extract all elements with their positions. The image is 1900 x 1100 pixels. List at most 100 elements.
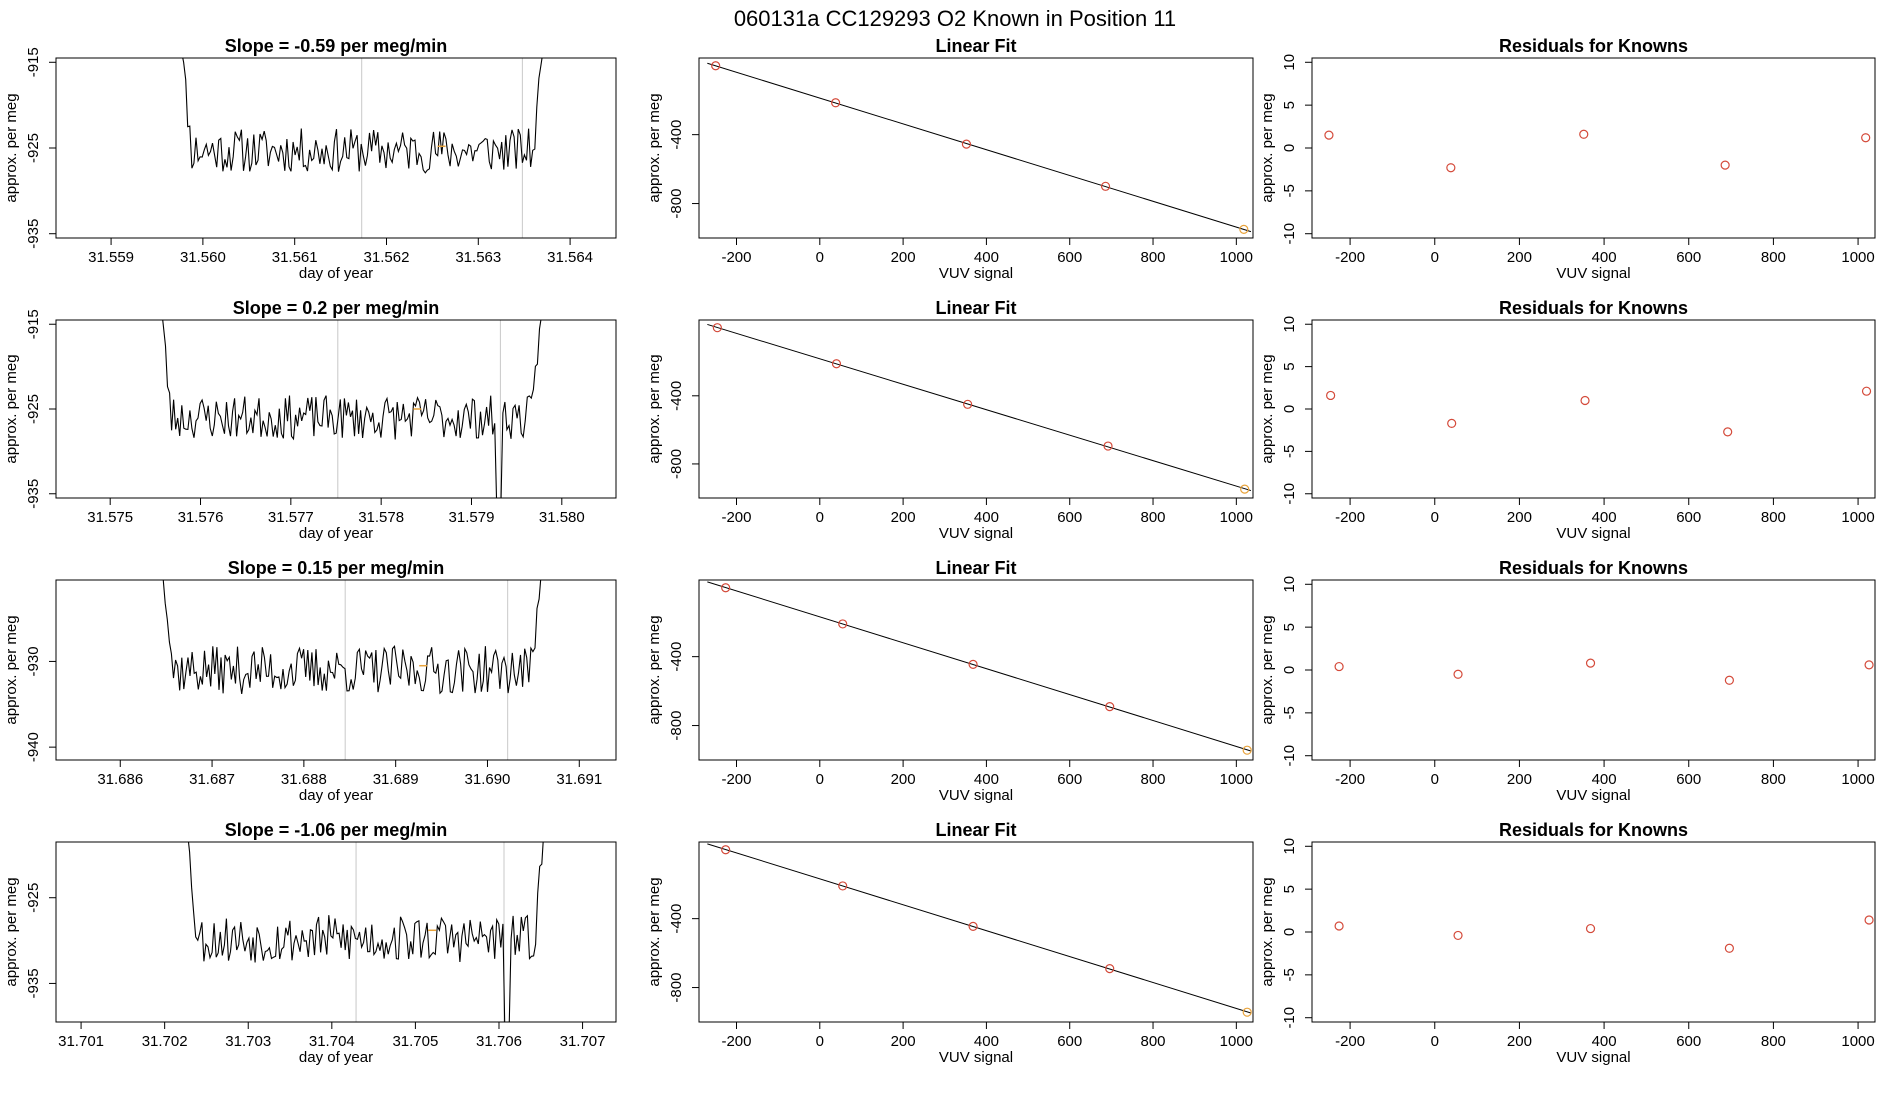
x-tick-label: 0 [1431,771,1439,788]
fit-point [968,659,978,670]
x-tick-label: -200 [721,509,751,526]
x-tick-label: 31.702 [142,1033,188,1050]
residual-point [1324,130,1334,140]
x-tick-label: 1000 [1220,1033,1253,1050]
x-tick-label: 31.580 [539,509,585,526]
x-tick-label: -200 [1335,1033,1365,1050]
x-tick-label: 31.578 [358,509,404,526]
x-axis-label: VUV signal [1556,525,1630,542]
x-tick-label: 400 [1592,771,1617,788]
plot-area [707,323,1252,494]
y-tick-label: 0 [1281,405,1298,413]
panel-timeseries-row1: Slope = -0.59 per meg/min 31.559 31.560 31.… [3,36,617,282]
x-tick-label: 400 [1592,249,1617,266]
x-axis-label: day of year [299,525,373,542]
panel-residual-row1: Residuals for Knowns-200 0 200 400 600 800 100… [1259,36,1876,282]
plot-area [707,843,1252,1017]
series-line [162,580,542,695]
x-tick-label: 31.687 [189,771,235,788]
residual-point [1864,915,1874,925]
panel-title: Residuals for Knowns [1499,298,1688,318]
x-tick-label: 200 [1507,771,1532,788]
panel-residual-row3: Residuals for Knowns-200 0 200 400 600 800 100… [1259,558,1876,804]
x-tick-label: 31.703 [225,1033,271,1050]
fit-point [1242,1007,1252,1017]
y-axis-label: approx. per meg [3,354,20,463]
fit-point [838,619,848,629]
panel-residual-row2: Residuals for Knowns-200 0 200 400 600 800 100… [1259,298,1876,542]
x-tick-label: -200 [721,771,751,788]
fit-point [1240,484,1250,494]
residual-point [1724,675,1734,685]
x-tick-label: 400 [1592,1033,1617,1050]
y-tick-label: -800 [668,973,685,1003]
y-tick-label: -935 [25,968,42,998]
plot-frame [698,579,1254,761]
x-tick-label: 400 [974,771,999,788]
x-axis-label: day of year [299,787,373,804]
fit-point [831,98,841,108]
y-tick-label: 0 [1281,144,1298,152]
residual-point [1720,160,1730,170]
fit-line [707,62,1252,233]
x-tick-label: 800 [1761,249,1786,266]
y-tick-label: 10 [1281,576,1298,593]
x-tick-label: 400 [974,1033,999,1050]
x-tick-label: 200 [1507,249,1532,266]
residual-point [1453,930,1463,941]
y-tick-label: -915 [25,47,42,77]
x-tick-label: 1000 [1841,1033,1874,1050]
y-axis-label: approx. per meg [646,615,663,724]
residual-point [1585,658,1596,668]
y-axis-label: approx. per meg [646,93,663,202]
series-line [182,58,543,174]
y-tick-label: -400 [668,381,685,411]
x-tick-label: 800 [1141,1033,1166,1050]
x-tick-label: 1000 [1220,771,1253,788]
x-tick-label: 0 [1431,509,1439,526]
x-tick-label: 31.562 [364,249,410,266]
x-tick-label: -200 [1335,249,1365,266]
panel-fit-row1: Linear Fit -200 0 200 400 600 800 1000 -400 -800 V… [646,36,1254,282]
y-tick-label: -400 [668,642,685,672]
x-tick-label: 31.560 [180,249,226,266]
x-tick-label: 200 [891,771,916,788]
y-axis-label: approx. per meg [1259,93,1276,202]
x-axis-label: VUV signal [1556,787,1630,804]
fit-line [707,323,1252,492]
x-tick-label: 600 [1057,1033,1082,1050]
panel-timeseries-row4: Slope = -1.06 per meg/min 31.701 31.702 31.… [3,820,617,1066]
fit-line [707,581,1252,752]
y-axis-label: approx. per meg [3,93,20,202]
plot-frame [698,57,1254,239]
x-tick-label: 31.689 [373,771,419,788]
x-tick-label: 600 [1057,249,1082,266]
fit-line [707,843,1252,1014]
panel-fit-row2: Linear Fit -200 0 200 400 600 800 1000 -400 -800 V… [646,298,1254,542]
x-tick-label: 0 [816,509,824,526]
fit-point [711,61,721,71]
panel-title: Residuals for Knowns [1499,558,1688,578]
y-axis-label: approx. per meg [3,615,20,724]
fit-point [1105,702,1115,712]
x-tick-label: 1000 [1841,249,1874,266]
residual-point [1334,921,1344,931]
x-tick-label: 1000 [1841,509,1874,526]
x-tick-label: 200 [891,249,916,266]
x-tick-label: 31.561 [272,249,318,266]
x-tick-label: -200 [721,1033,751,1050]
y-tick-label: -925 [25,394,42,424]
plot-frame [55,57,617,239]
x-tick-label: 31.701 [58,1033,104,1050]
plot-area [162,320,542,498]
panel-title: Slope = 0.15 per meg/min [228,558,445,578]
y-axis-label: approx. per meg [3,877,20,986]
x-axis-label: day of year [299,265,373,282]
y-tick-label: 10 [1281,54,1298,71]
fit-point [1242,745,1252,755]
x-axis-label: VUV signal [939,787,1013,804]
y-tick-label: -800 [668,189,685,219]
x-tick-label: 31.706 [476,1033,522,1050]
